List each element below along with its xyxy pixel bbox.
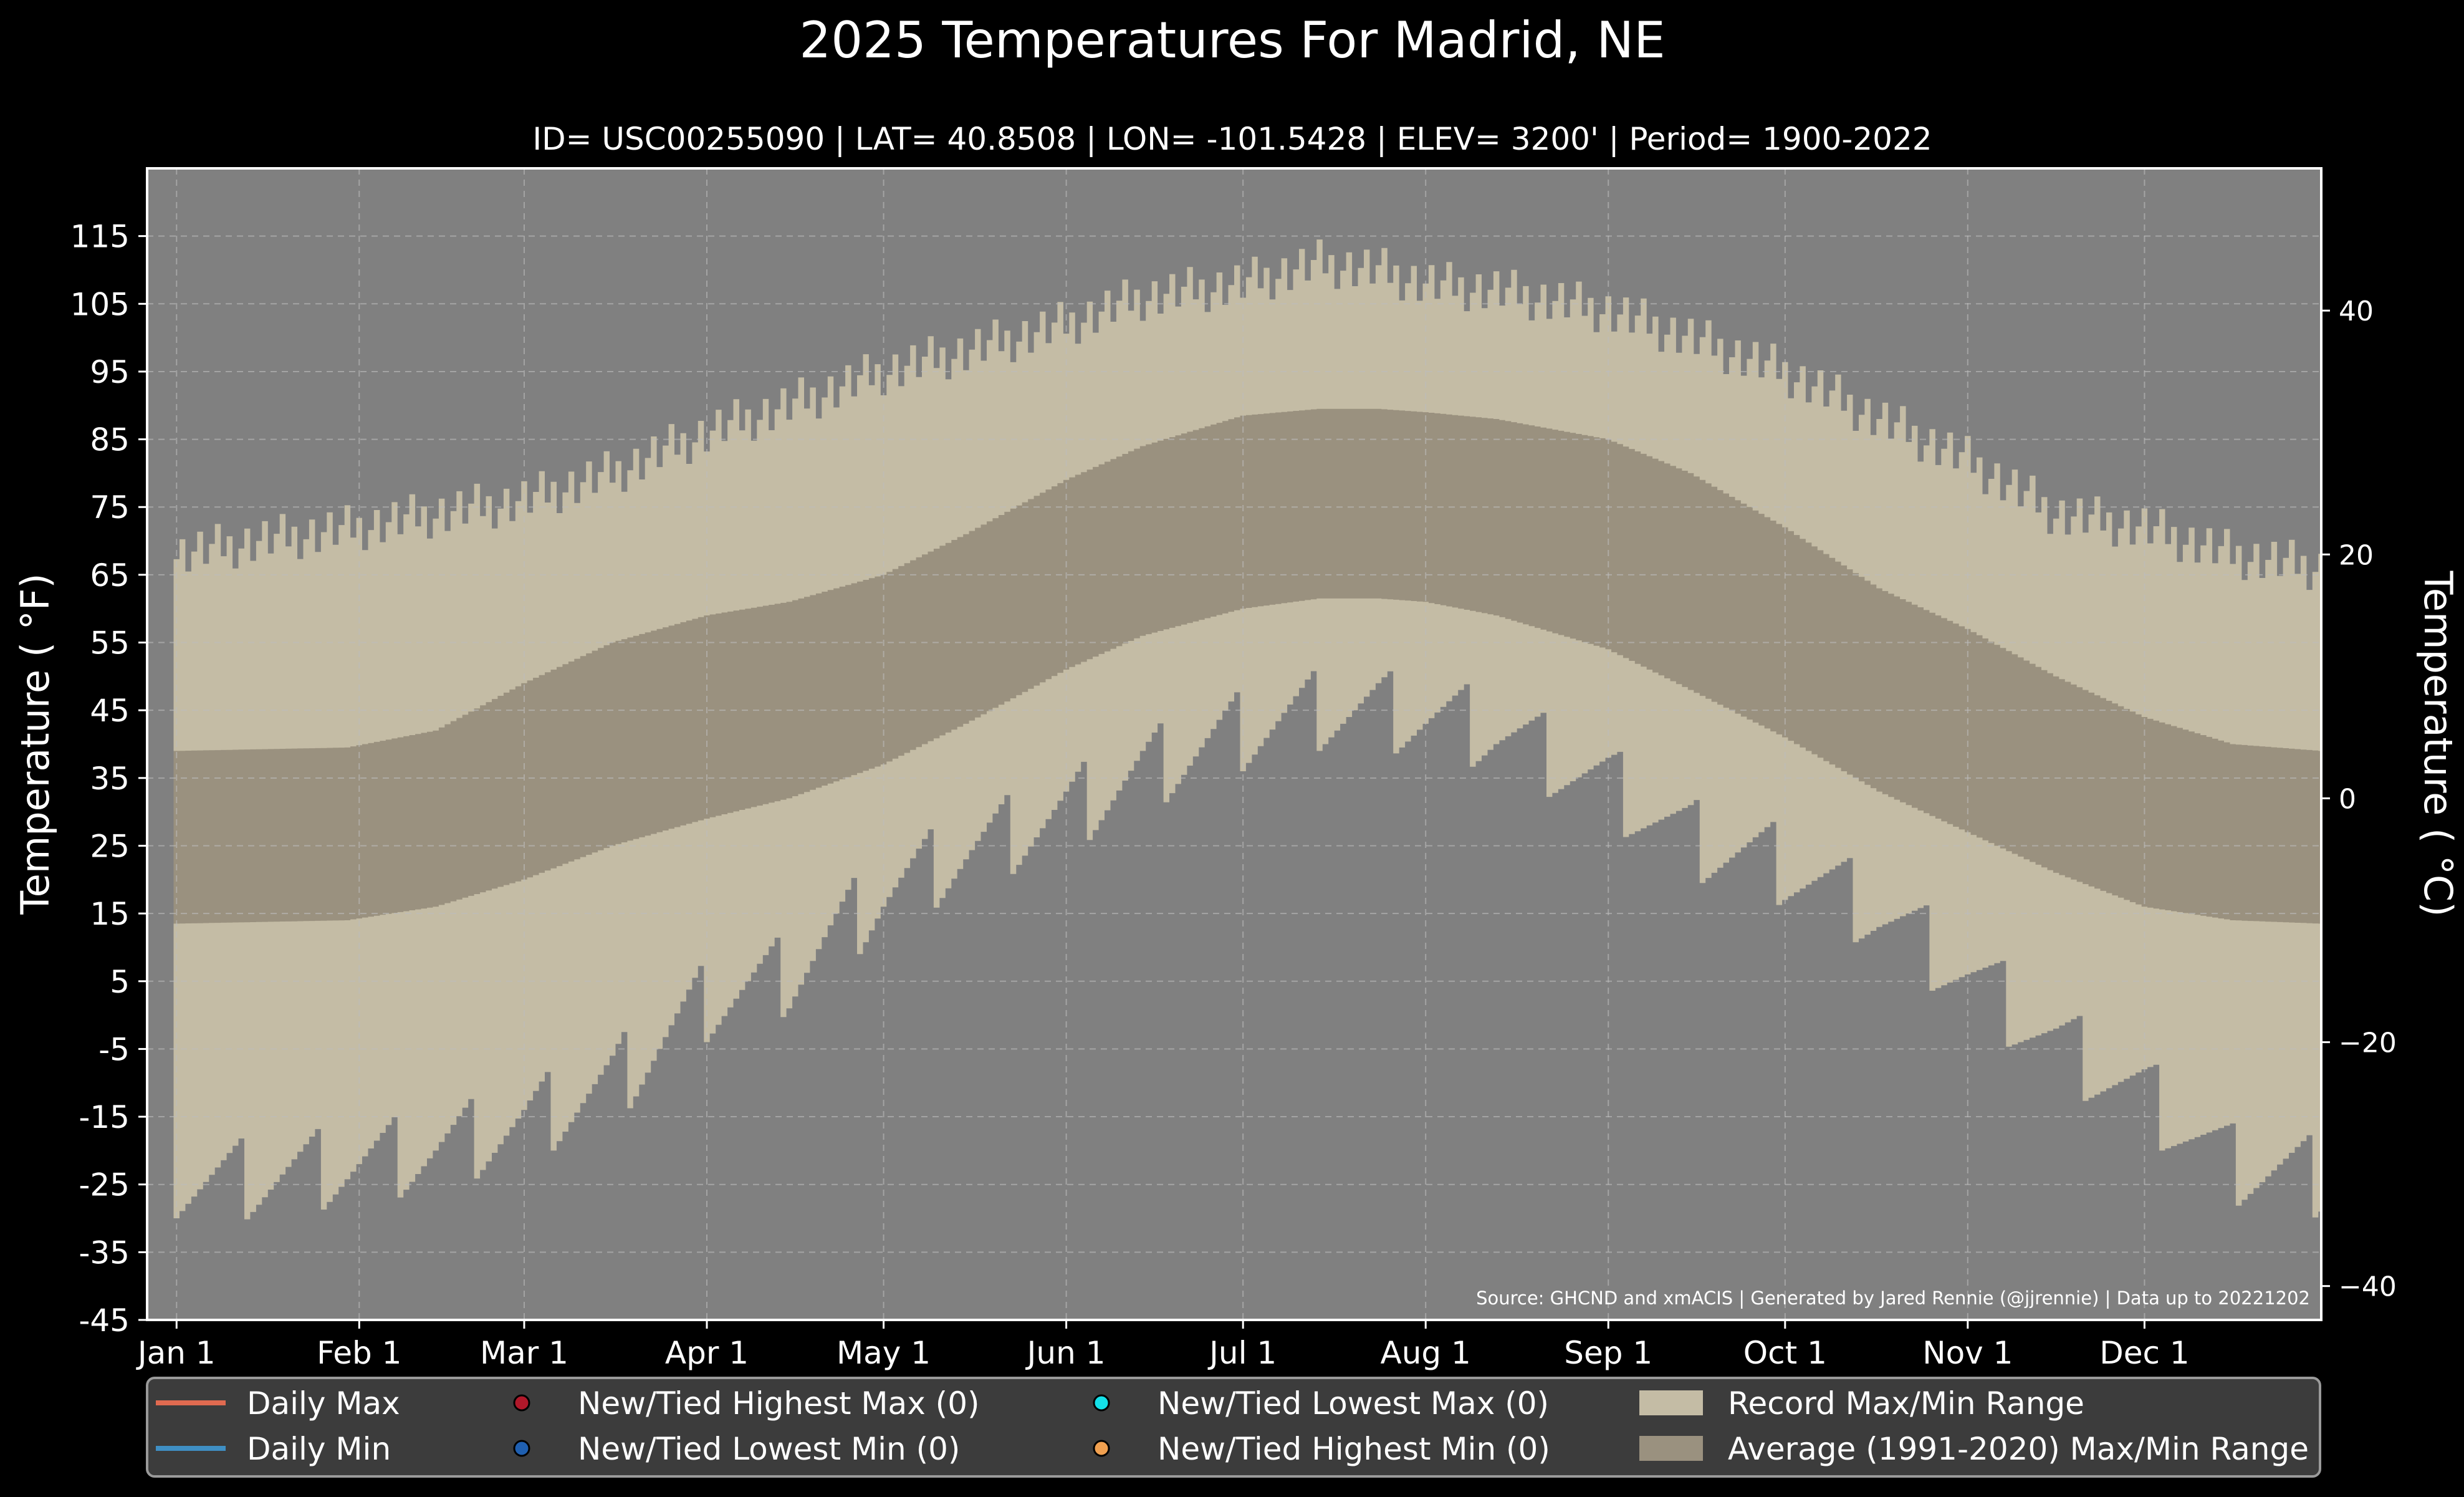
x-tick-label: Sep 1 [1564, 1335, 1652, 1371]
y-tick-label: 15 [90, 896, 130, 932]
x-tick-label: Jul 1 [1207, 1335, 1277, 1371]
y-tick-label: 85 [90, 422, 130, 458]
bands [173, 239, 2321, 1220]
x-tick-label: Nov 1 [1922, 1335, 2013, 1371]
legend-item: Daily Max [156, 1385, 400, 1422]
y-tick-label: 25 [90, 828, 130, 864]
legend-item: New/Tied Lowest Max (0) [1093, 1385, 1549, 1422]
y-tick-label: -5 [98, 1031, 130, 1067]
legend: Daily Max New/Tied Highest Max (0) New/Tie… [146, 1377, 2321, 1478]
y-axis-label-left: Temperature ( °F) [12, 573, 58, 915]
average-range-band [173, 408, 2321, 924]
chart-title: 2025 Temperatures For Madrid, NE [799, 11, 1665, 69]
y-tick-label: 5 [110, 964, 130, 1000]
legend-item: New/Tied Highest Max (0) [513, 1385, 980, 1422]
y-tick-label: 105 [70, 286, 130, 322]
legend-patch-marker [1639, 1436, 1703, 1461]
x-tick-label: Jun 1 [1025, 1335, 1106, 1371]
y-tick-label-right: −20 [2339, 1028, 2397, 1059]
x-tick-label: Dec 1 [2099, 1335, 2189, 1371]
legend-dot-marker [513, 1440, 530, 1457]
y-tick-label: -15 [79, 1099, 130, 1135]
y-tick-label: -45 [79, 1302, 130, 1339]
y-tick-label: 115 [70, 219, 130, 255]
legend-label: Average (1991-2020) Max/Min Range [1728, 1431, 2309, 1467]
x-tick-label: Apr 1 [665, 1335, 749, 1371]
y-tick-label: -35 [79, 1235, 130, 1271]
x-tick-label: Oct 1 [1743, 1335, 1827, 1371]
x-tick-label: Jan 1 [136, 1335, 216, 1371]
y-tick-label-right: 40 [2339, 296, 2374, 327]
legend-item: Average (1991-2020) Max/Min Range [1639, 1431, 2309, 1467]
y-tick-label: 35 [90, 761, 130, 797]
legend-item: New/Tied Highest Min (0) [1093, 1431, 1550, 1467]
legend-box [146, 1377, 2321, 1478]
x-tick-label: May 1 [837, 1335, 931, 1371]
y-tick-label-right: 0 [2339, 783, 2356, 815]
x-tick-label: Feb 1 [317, 1335, 401, 1371]
x-tick-label: Mar 1 [480, 1335, 568, 1371]
plot-frame [146, 167, 2323, 1321]
legend-item: Daily Min [156, 1431, 391, 1467]
legend-label: Record Max/Min Range [1728, 1385, 2084, 1422]
record-range-band [173, 239, 2321, 1220]
y-tick-label: 75 [90, 489, 130, 526]
chart-subtitle: ID= USC00255090 | LAT= 40.8508 | LON= -1… [532, 121, 1932, 157]
y-axis-label-right: Temperature ( °C) [2415, 570, 2461, 917]
legend-dot-marker [513, 1394, 530, 1412]
y-tick-label: 55 [90, 625, 130, 662]
legend-dot-marker [1093, 1440, 1110, 1457]
y-tick-label-right: 20 [2339, 539, 2374, 571]
legend-label: New/Tied Highest Min (0) [1158, 1431, 1550, 1467]
y-tick-label-right: −40 [2339, 1271, 2397, 1303]
y-axis-left: 115 105 95 85 75 65 55 45 35 25 15 5 -5 -15 -25 -35 -45 [70, 219, 147, 1339]
legend-item: Record Max/Min Range [1639, 1385, 2084, 1422]
y-axis-right: 40 20 0 −20 −40 [2321, 296, 2397, 1303]
y-tick-label: 45 [90, 693, 130, 729]
y-tick-label: -25 [79, 1167, 130, 1203]
legend-label: Daily Max [247, 1385, 400, 1422]
x-axis: Jan 1 Feb 1 Mar 1 Apr 1 May 1 Jun 1 Jul 1 Aug 1… [136, 1320, 2190, 1371]
x-tick-label: Aug 1 [1381, 1335, 1471, 1371]
legend-label: New/Tied Lowest Min (0) [578, 1431, 960, 1467]
legend-dot-marker [1093, 1394, 1110, 1412]
legend-label: New/Tied Highest Max (0) [578, 1385, 980, 1422]
grid [147, 168, 2321, 1321]
legend-patch-marker [1639, 1390, 1703, 1415]
legend-label: Daily Min [247, 1431, 391, 1467]
y-tick-label: 95 [90, 354, 130, 390]
y-tick-label: 65 [90, 557, 130, 594]
legend-item: New/Tied Lowest Min (0) [513, 1431, 960, 1467]
source-note: Source: GHCND and xmACIS | Generated by … [1476, 1288, 2310, 1309]
legend-label: New/Tied Lowest Max (0) [1158, 1385, 1549, 1422]
